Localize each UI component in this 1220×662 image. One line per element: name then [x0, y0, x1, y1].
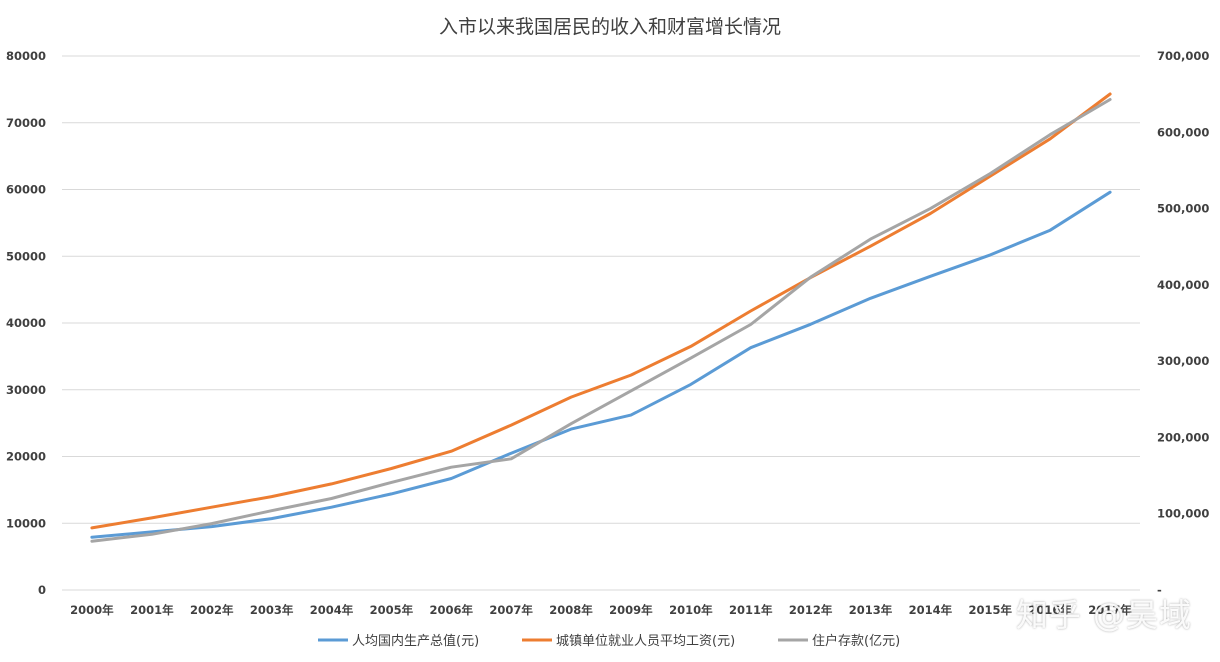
x-tick-label: 2012年 — [789, 603, 833, 617]
y-left-tick-label: 80000 — [6, 49, 46, 63]
y-left-tick-label: 40000 — [6, 316, 46, 330]
series-line-2 — [90, 92, 1112, 530]
y-right-tick-label: 500,000 — [1157, 202, 1209, 216]
y-right-tick-label: 700,000 — [1157, 49, 1209, 63]
x-tick-label: 2006年 — [430, 603, 474, 617]
x-tick-label: 2001年 — [130, 603, 174, 617]
y-right-tick-label: 600,000 — [1157, 125, 1209, 139]
y-right-tick-label: - — [1157, 583, 1162, 597]
series-line-1 — [90, 190, 1112, 539]
watermark-text: 知乎 @吴域 — [1015, 596, 1192, 634]
chart-title: 入市以来我国居民的收入和财富增长情况 — [439, 16, 781, 38]
x-tick-label: 2008年 — [549, 603, 593, 617]
x-tick-label: 2004年 — [310, 603, 354, 617]
y-left-tick-label: 50000 — [6, 249, 46, 263]
x-tick-label: 2005年 — [370, 603, 414, 617]
y-left-tick-label: 70000 — [6, 116, 46, 130]
y-right-tick-label: 100,000 — [1157, 507, 1209, 521]
x-tick-label: 2017年 — [1088, 603, 1132, 617]
legend-label: 住户存款(亿元) — [812, 633, 900, 649]
x-tick-label: 2014年 — [909, 603, 953, 617]
y-left-tick-label: 30000 — [6, 383, 46, 397]
legend-label: 城镇单位就业人员平均工资(元) — [556, 634, 735, 649]
x-tick-label: 2007年 — [489, 603, 533, 617]
y-right-tick-label: 200,000 — [1157, 430, 1209, 444]
x-tick-label: 2015年 — [969, 603, 1013, 617]
x-tick-label: 2009年 — [609, 603, 653, 617]
y-left-tick-label: 10000 — [6, 516, 46, 530]
y-right-tick-label: 300,000 — [1157, 354, 1209, 368]
x-tick-label: 2016年 — [1028, 603, 1072, 617]
x-tick-label: 2011年 — [729, 603, 773, 617]
x-tick-label: 2010年 — [669, 603, 713, 617]
series-line-3 — [90, 98, 1112, 543]
y-left-tick-label: 20000 — [6, 450, 46, 464]
y-left-tick-label: 0 — [38, 583, 46, 597]
legend-label: 人均国内生产总值(元) — [352, 633, 479, 649]
y-right-tick-label: 400,000 — [1157, 278, 1209, 292]
x-tick-label: 2013年 — [849, 603, 893, 617]
x-tick-label: 2002年 — [190, 603, 234, 617]
x-tick-label: 2003年 — [250, 603, 294, 617]
x-tick-label: 2000年 — [70, 603, 114, 617]
y-left-tick-label: 60000 — [6, 183, 46, 197]
